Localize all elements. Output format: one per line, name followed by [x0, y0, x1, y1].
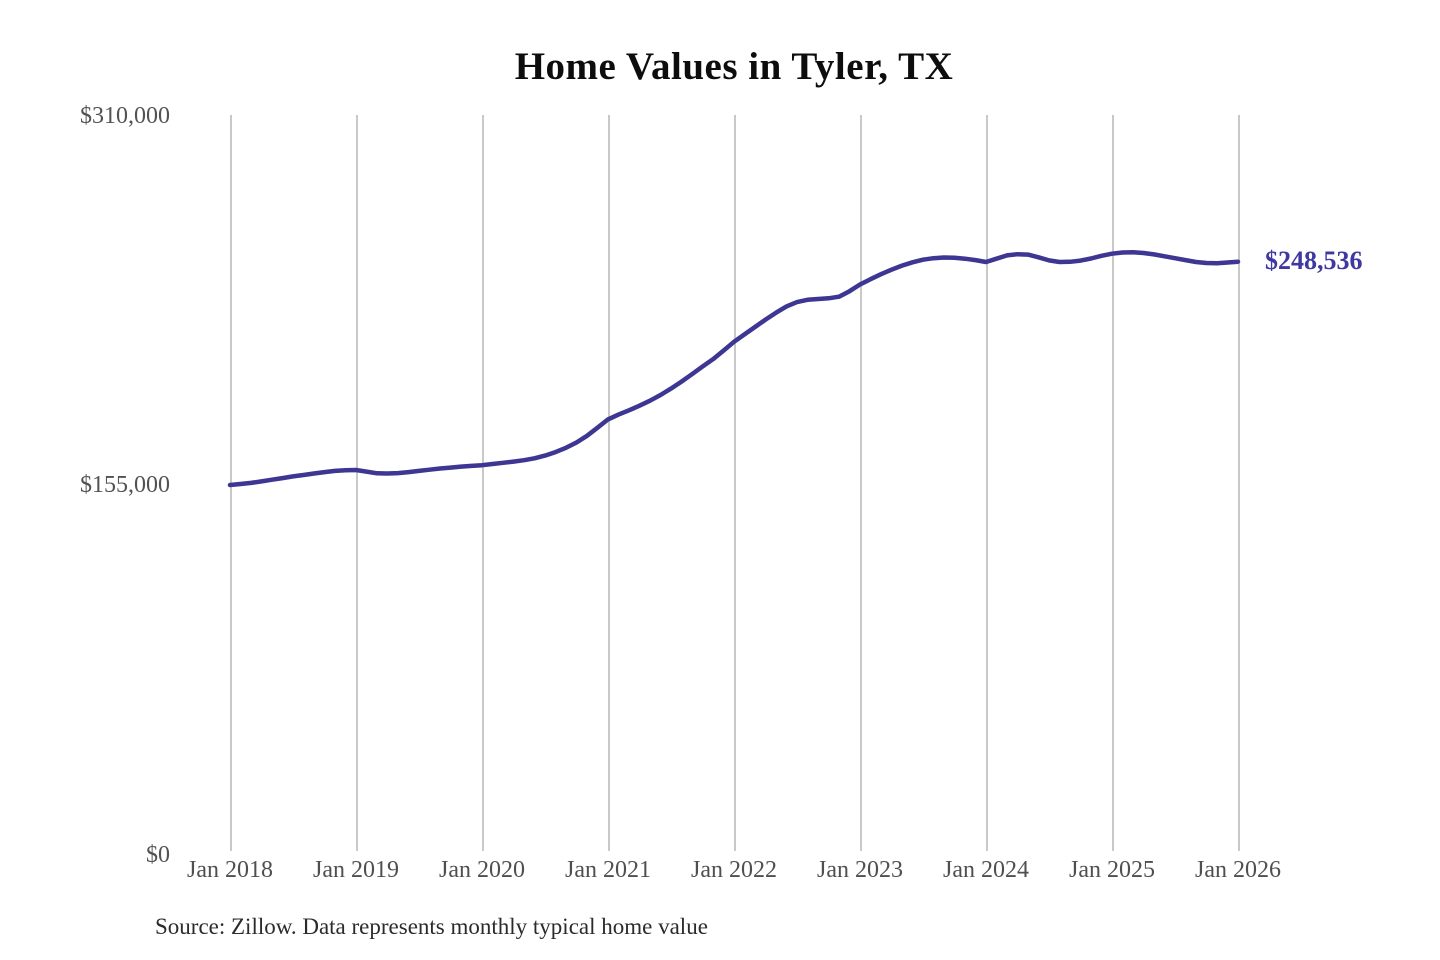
- x-axis-tick-jan-2021: Jan 2021: [565, 857, 651, 883]
- chart-title: Home Values in Tyler, TX: [514, 45, 954, 88]
- y-axis-tick-310000: $310,000: [80, 103, 170, 129]
- x-axis-tick-jan-2019: Jan 2019: [313, 857, 399, 883]
- x-axis-tick-jan-2018: Jan 2018: [187, 857, 273, 883]
- gridline-jan-2021: [608, 115, 610, 851]
- current-value-label: $248,536: [1265, 245, 1363, 275]
- y-axis-tick-155000: $155,000: [80, 472, 170, 498]
- x-axis-tick-jan-2020: Jan 2020: [439, 857, 525, 883]
- y-axis-tick-0: $0: [146, 842, 170, 868]
- x-axis-tick-jan-2022: Jan 2022: [691, 857, 777, 883]
- gridline-jan-2023: [860, 115, 862, 851]
- gridline-jan-2018: [230, 115, 232, 851]
- x-axis-tick-jan-2023: Jan 2023: [817, 857, 903, 883]
- gridline-jan-2020: [482, 115, 484, 851]
- x-axis-tick-jan-2025: Jan 2025: [1069, 857, 1155, 883]
- x-axis-tick-jan-2024: Jan 2024: [943, 857, 1029, 883]
- gridline-jan-2025: [1112, 115, 1114, 851]
- x-axis-tick-jan-2026: Jan 2026: [1195, 857, 1281, 883]
- gridline-jan-2019: [356, 115, 358, 851]
- gridline-jan-2022: [734, 115, 736, 851]
- gridline-jan-2026: [1238, 115, 1240, 851]
- gridline-jan-2024: [986, 115, 988, 851]
- source-note: Source: Zillow. Data represents monthly …: [155, 914, 708, 939]
